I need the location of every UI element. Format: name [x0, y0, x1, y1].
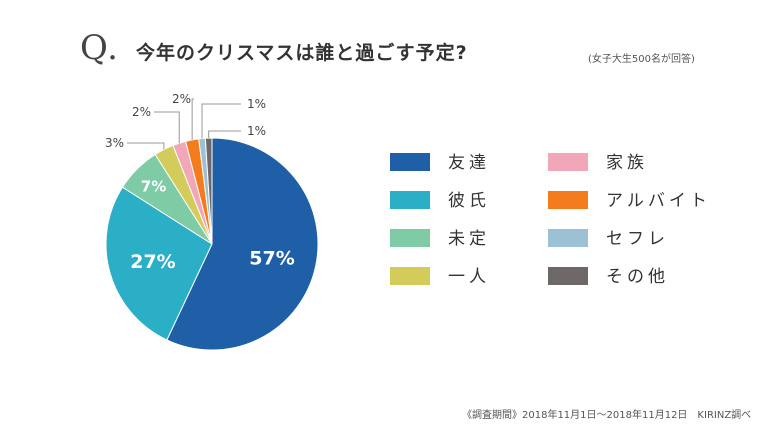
legend-swatch-6: [548, 229, 588, 247]
pie-label-slice-7: 1%: [247, 97, 266, 111]
respondent-note: (女子大生500名が回答): [588, 54, 695, 65]
pie-label-slice-2: 27%: [130, 251, 175, 273]
leader-line-slice-4: [127, 142, 165, 150]
leader-line-slice-6: [191, 98, 194, 140]
pie-label-slice-6: 2%: [172, 92, 191, 106]
legend-label-1: 友達: [448, 153, 490, 173]
pie-label-slice-5: 2%: [132, 105, 151, 119]
pie-label-slice-3: 7%: [141, 178, 166, 196]
legend-swatch-2: [548, 153, 588, 171]
legend-label-8: その他: [606, 267, 669, 287]
chart-title: 今年のクリスマスは誰と過ごす予定?: [136, 42, 468, 64]
legend-swatch-4: [548, 191, 588, 209]
legend-label-4: アルバイト: [606, 191, 711, 211]
leader-line-slice-8: [208, 130, 241, 139]
legend-swatch-3: [390, 191, 430, 209]
legend-swatch-5: [390, 229, 430, 247]
legend-label-5: 未定: [448, 229, 490, 249]
pie-label-slice-8: 1%: [247, 124, 266, 138]
pie-label-slice-1: 57%: [249, 247, 294, 269]
legend-label-3: 彼氏: [448, 191, 490, 211]
pie-label-slice-4: 3%: [105, 136, 124, 150]
legend-label-7: 一人: [448, 267, 490, 287]
legend-swatch-7: [390, 267, 430, 285]
leader-line-slice-7: [201, 103, 241, 139]
legend-label-2: 家族: [606, 153, 648, 173]
leader-line-slice-5: [154, 111, 180, 144]
question-mark: Q.: [80, 28, 119, 68]
legend-swatch-1: [390, 153, 430, 171]
pie-slice-2: [105, 186, 213, 341]
legend-label-6: セフレ: [606, 229, 669, 249]
pie-slice-1: [166, 137, 319, 351]
legend-swatch-8: [548, 267, 588, 285]
survey-period-note: 《調査期間》2018年11月1日〜2018年11月12日 KIRINZ調べ: [462, 410, 752, 421]
